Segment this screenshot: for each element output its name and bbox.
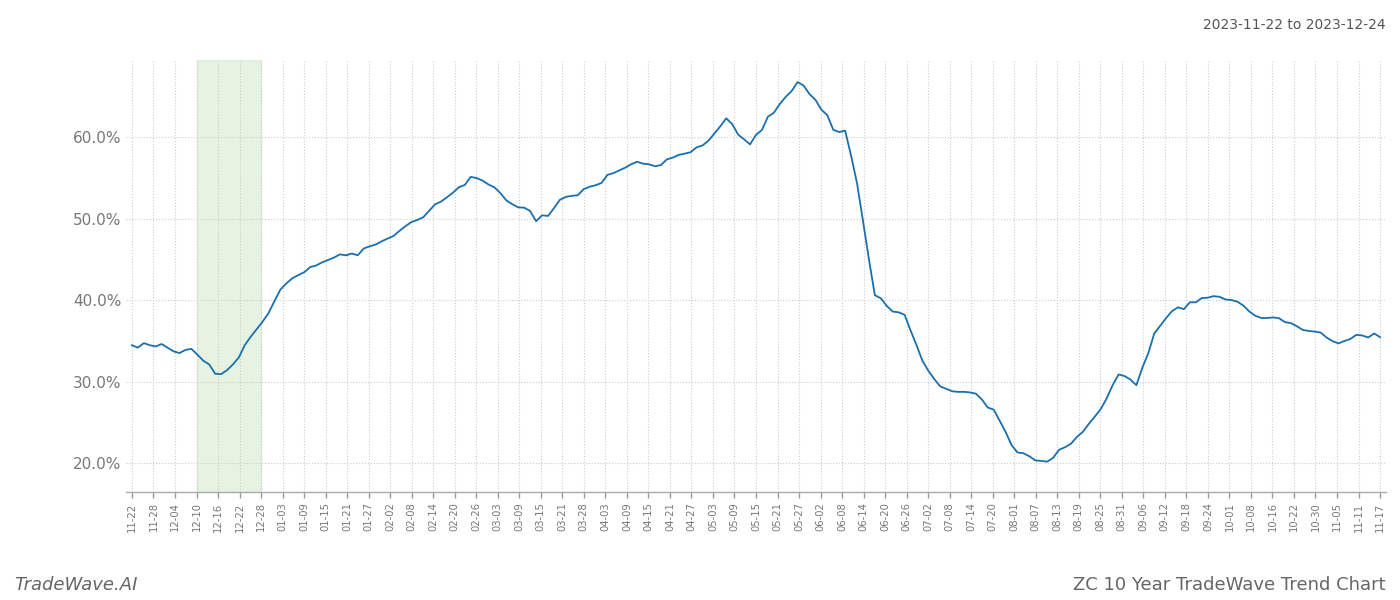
Text: 2023-11-22 to 2023-12-24: 2023-11-22 to 2023-12-24: [1204, 18, 1386, 32]
Text: ZC 10 Year TradeWave Trend Chart: ZC 10 Year TradeWave Trend Chart: [1074, 576, 1386, 594]
Bar: [196, 60, 260, 492]
Text: TradeWave.AI: TradeWave.AI: [14, 576, 137, 594]
